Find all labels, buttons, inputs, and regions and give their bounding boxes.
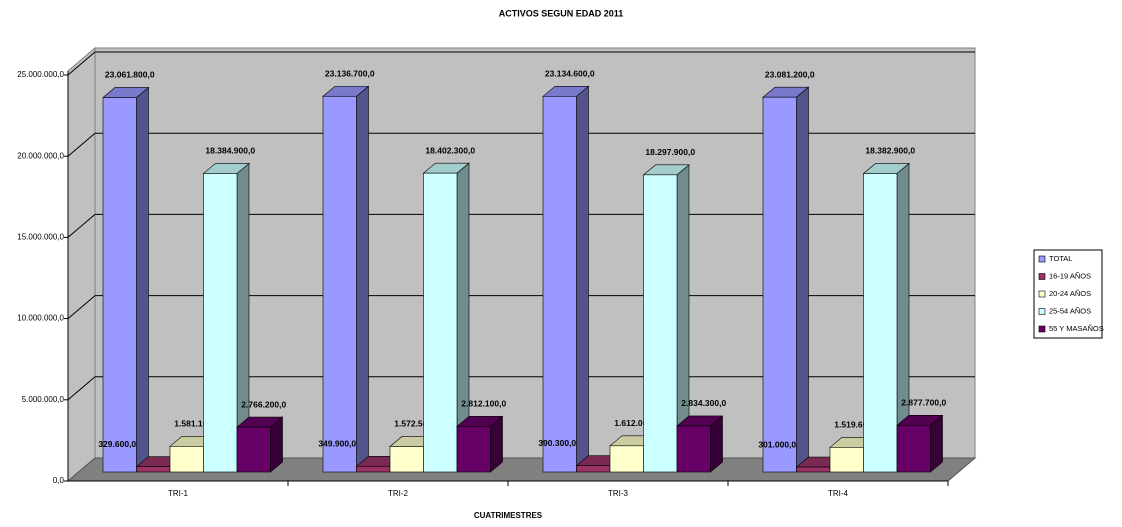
data-label: 301.000,0 — [758, 439, 796, 449]
bar — [322, 95, 357, 473]
grid-line — [67, 214, 96, 238]
bar — [643, 174, 678, 473]
legend-label: 16-19 AÑOS — [1049, 271, 1091, 280]
data-label: 2.812.100,0 — [461, 399, 506, 409]
data-label: 23.134.600,0 — [545, 69, 595, 79]
data-label: 390.300,0 — [538, 438, 576, 448]
bar — [136, 466, 171, 473]
chart-title: ACTIVOS SEGUN EDAD 2011 — [499, 8, 624, 18]
legend-label: TOTAL — [1049, 254, 1072, 263]
bar — [542, 95, 577, 473]
bar-side — [136, 86, 149, 473]
data-label: 18.382.900,0 — [865, 146, 915, 156]
legend-swatch — [1038, 325, 1046, 333]
x-tick-label: TRI-4 — [828, 489, 849, 498]
bar — [102, 97, 137, 473]
legend-swatch — [1038, 308, 1046, 315]
data-label: 329.600,0 — [98, 439, 136, 449]
side-wall — [67, 46, 96, 483]
bar — [169, 446, 204, 473]
bar — [676, 425, 711, 473]
data-label: 18.402.300,0 — [425, 145, 475, 155]
data-label: 2.834.300,0 — [681, 398, 726, 408]
y-tick-label: 20.000.000,0 — [17, 151, 64, 160]
bar — [829, 447, 864, 473]
bar — [896, 424, 931, 473]
bar — [203, 173, 238, 473]
bar — [762, 96, 797, 473]
bar — [356, 466, 391, 473]
grid-line — [67, 295, 96, 319]
bar — [863, 173, 898, 473]
data-label: 18.384.900,0 — [205, 146, 255, 156]
y-tick-label: 0,0 — [53, 476, 65, 485]
y-tick-label: 25.000.000,0 — [17, 70, 64, 79]
x-axis-title: CUATRIMESTRES — [474, 511, 543, 520]
legend-label: 20-24 AÑOS — [1049, 289, 1091, 298]
data-label: 18.297.900,0 — [645, 147, 695, 157]
bar — [456, 426, 491, 473]
x-tick-label: TRI-3 — [608, 489, 629, 498]
data-label: 2.766.200,0 — [241, 399, 286, 409]
legend-swatch — [1038, 255, 1046, 263]
legend-swatch — [1038, 290, 1046, 298]
legend — [1033, 249, 1103, 339]
y-tick-label: 15.000.000,0 — [17, 233, 64, 242]
x-tick-label: TRI-2 — [388, 489, 409, 498]
data-label: 23.136.700,0 — [325, 69, 375, 79]
data-label: 23.061.800,0 — [105, 70, 155, 80]
bar-side — [356, 85, 369, 473]
bar — [576, 465, 611, 473]
bar — [423, 172, 458, 473]
grid-line — [67, 132, 96, 157]
data-label: 349.900,0 — [318, 439, 356, 449]
data-label: 23.081.200,0 — [765, 69, 815, 79]
x-tick-label: TRI-1 — [168, 489, 189, 498]
data-label: 2.877.700,0 — [901, 398, 946, 408]
grid-line — [67, 376, 96, 401]
data-label: 1.612.000,0 — [614, 418, 659, 428]
legend-swatch — [1038, 273, 1046, 280]
bar-side — [576, 85, 589, 473]
bar-side — [796, 86, 809, 473]
legend-label: 25-54 AÑOS — [1049, 306, 1091, 315]
legend-label: 55 Y MASAÑOS — [1049, 324, 1104, 333]
data-label: 1.519.600,0 — [834, 420, 879, 430]
grid-line — [67, 51, 96, 76]
bar — [389, 446, 424, 473]
y-tick-label: 5.000.000,0 — [22, 395, 65, 404]
bar — [236, 426, 271, 473]
data-label: 1.581.100,0 — [174, 419, 219, 429]
bar — [609, 445, 644, 473]
data-label: 1.572.500,0 — [394, 419, 439, 429]
y-tick-label: 10.000.000,0 — [17, 314, 64, 323]
bar — [796, 466, 831, 473]
